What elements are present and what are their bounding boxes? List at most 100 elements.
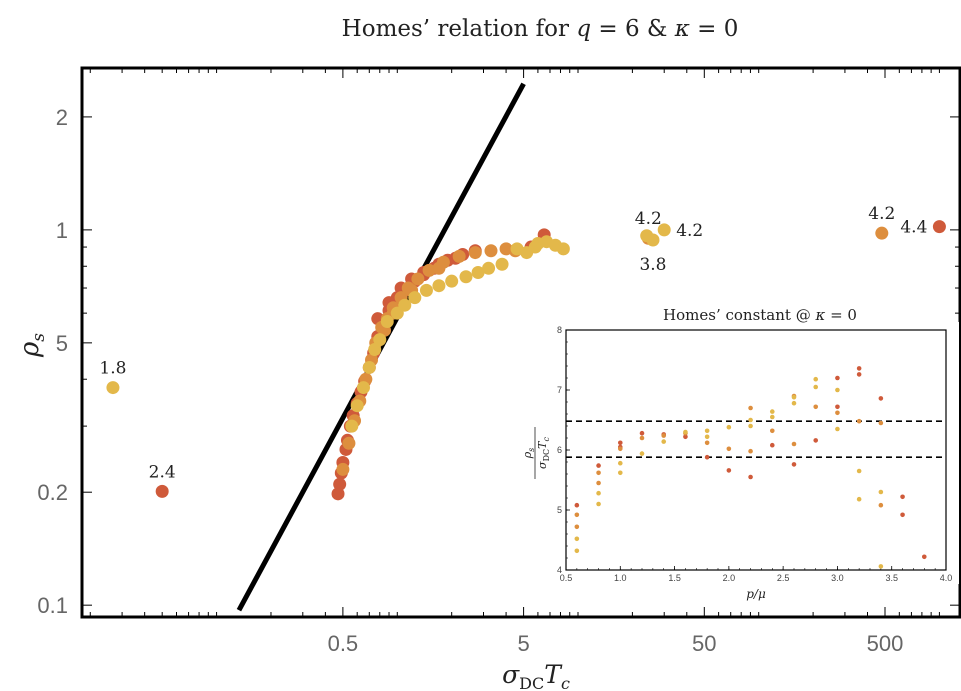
inset-data-point <box>748 423 753 429</box>
data-point <box>155 484 169 498</box>
inset-data-point <box>596 470 601 476</box>
point-annotation: 2.4 <box>149 462 176 482</box>
data-point <box>380 315 394 329</box>
point-annotation: 1.8 <box>99 359 126 379</box>
xlabel-sigma: σ <box>502 660 520 689</box>
inset-data-point <box>791 394 797 400</box>
data-point <box>419 283 433 297</box>
data-point <box>468 246 482 260</box>
point-annotation: 3.8 <box>639 255 666 275</box>
point-annotation: 4.2 <box>868 204 895 224</box>
inset-data-point <box>639 451 645 456</box>
inset-data-point <box>921 554 927 560</box>
inset-data-point <box>748 417 753 423</box>
inset-x-tick-label: 0.5 <box>560 573 573 583</box>
data-point <box>106 381 120 395</box>
inset-y-tick-label: 6 <box>557 445 562 455</box>
inset-data-point <box>661 433 667 438</box>
main-points <box>106 220 946 501</box>
inset-x-tick-label: 3.0 <box>831 573 844 583</box>
inset-ylabel-num: ρs <box>521 448 536 460</box>
data-point <box>482 261 496 275</box>
inset-data-point <box>835 426 840 432</box>
inset-data-point <box>813 438 819 443</box>
inset-ylabel-den: σDCTc <box>536 437 551 469</box>
data-point <box>368 343 382 357</box>
data-point <box>932 220 946 234</box>
inset-data-point <box>769 414 775 420</box>
inset-data-point <box>617 440 623 446</box>
x-tick-label: 50 <box>692 631 716 656</box>
inset-x-tick-label: 1.5 <box>668 573 681 583</box>
inset-data-point <box>856 496 862 502</box>
inset-data-point <box>639 430 645 436</box>
inset-title-kappa: κ <box>814 306 825 324</box>
ylabel-rho: ρ <box>15 341 45 358</box>
inset-data-point <box>704 434 710 440</box>
inset-data-point <box>900 512 905 518</box>
data-point <box>408 291 422 305</box>
inset-data-point <box>748 474 753 480</box>
inset-data-point <box>813 404 819 410</box>
inset-y-tick-label: 5 <box>557 505 562 515</box>
inset-ticks: 0.5 1.0 1.5 2.0 2.5 3.0 3.5 4.0 4 5 6 7 8 <box>557 325 952 583</box>
inset-data-point <box>835 375 840 381</box>
point-annotation: 4.2 <box>676 221 703 241</box>
inset-data-point <box>683 429 688 435</box>
inset-data-point <box>878 564 884 569</box>
xlabel-t: T <box>544 660 563 689</box>
y-tick-label: 1 <box>56 218 68 243</box>
inset-data-point <box>617 446 623 452</box>
inset-title-eq: = 0 <box>825 306 857 324</box>
inset-chart: Homes’ constant @ κ = 0 0.5 1.0 1.5 2.0 2.5 3… <box>521 306 959 601</box>
inset-data-point <box>639 435 645 441</box>
point-annotations: 1.82.44.23.84.24.24.4 <box>99 204 927 482</box>
y-tick-label: 0.2 <box>37 480 68 505</box>
data-point <box>362 360 376 374</box>
inset-data-point <box>748 448 753 454</box>
inset-data-point <box>769 442 775 448</box>
inset-data-point <box>596 480 601 486</box>
inset-y-tick-label: 4 <box>557 565 562 575</box>
data-point <box>432 279 446 293</box>
inset-data-point <box>878 396 884 401</box>
inset-data-point <box>704 428 710 434</box>
inset-y-tick-label: 8 <box>557 325 562 335</box>
data-point <box>336 462 350 476</box>
data-point <box>345 419 359 433</box>
inset-data-point <box>726 468 732 473</box>
inset-data-point <box>726 424 732 430</box>
inset-data-point <box>878 489 884 495</box>
data-point <box>445 274 459 288</box>
inset-data-point <box>835 410 840 416</box>
inset-data-point <box>596 490 601 496</box>
xlabel-c: c <box>561 674 570 691</box>
title-kappa: κ <box>674 16 690 42</box>
title-eq2: = 0 <box>690 16 739 42</box>
title-prefix: Homes’ relation for <box>342 16 577 42</box>
y-axis-label: ρs <box>15 333 49 358</box>
data-point <box>411 272 425 286</box>
inset-data-point <box>574 512 580 518</box>
inset-x-label: p/μ <box>746 587 766 601</box>
inset-x-tick-label: 2.0 <box>723 573 736 583</box>
x-tick-label: 500 <box>867 631 904 656</box>
data-point <box>373 333 387 347</box>
data-point <box>331 487 345 501</box>
x-tick-label: 0.5 <box>328 631 359 656</box>
inset-data-point <box>748 405 753 411</box>
data-point <box>556 242 570 256</box>
inset-data-point <box>791 441 797 447</box>
inset-data-point <box>704 440 710 446</box>
x-axis-label: σDCTc <box>502 660 570 691</box>
inset-data-point <box>856 418 862 424</box>
inset-x-tick-label: 3.5 <box>885 573 898 583</box>
inset-data-point <box>878 420 884 426</box>
y-tick-label: 5 <box>56 331 68 356</box>
data-point <box>875 226 889 240</box>
main-tick-labels: 0.5 5 50 500 0.1 0.2 5 1 2 <box>37 105 903 656</box>
ylabel-sub: s <box>29 333 49 342</box>
inset-data-point <box>596 463 601 468</box>
inset-data-point <box>791 462 797 467</box>
